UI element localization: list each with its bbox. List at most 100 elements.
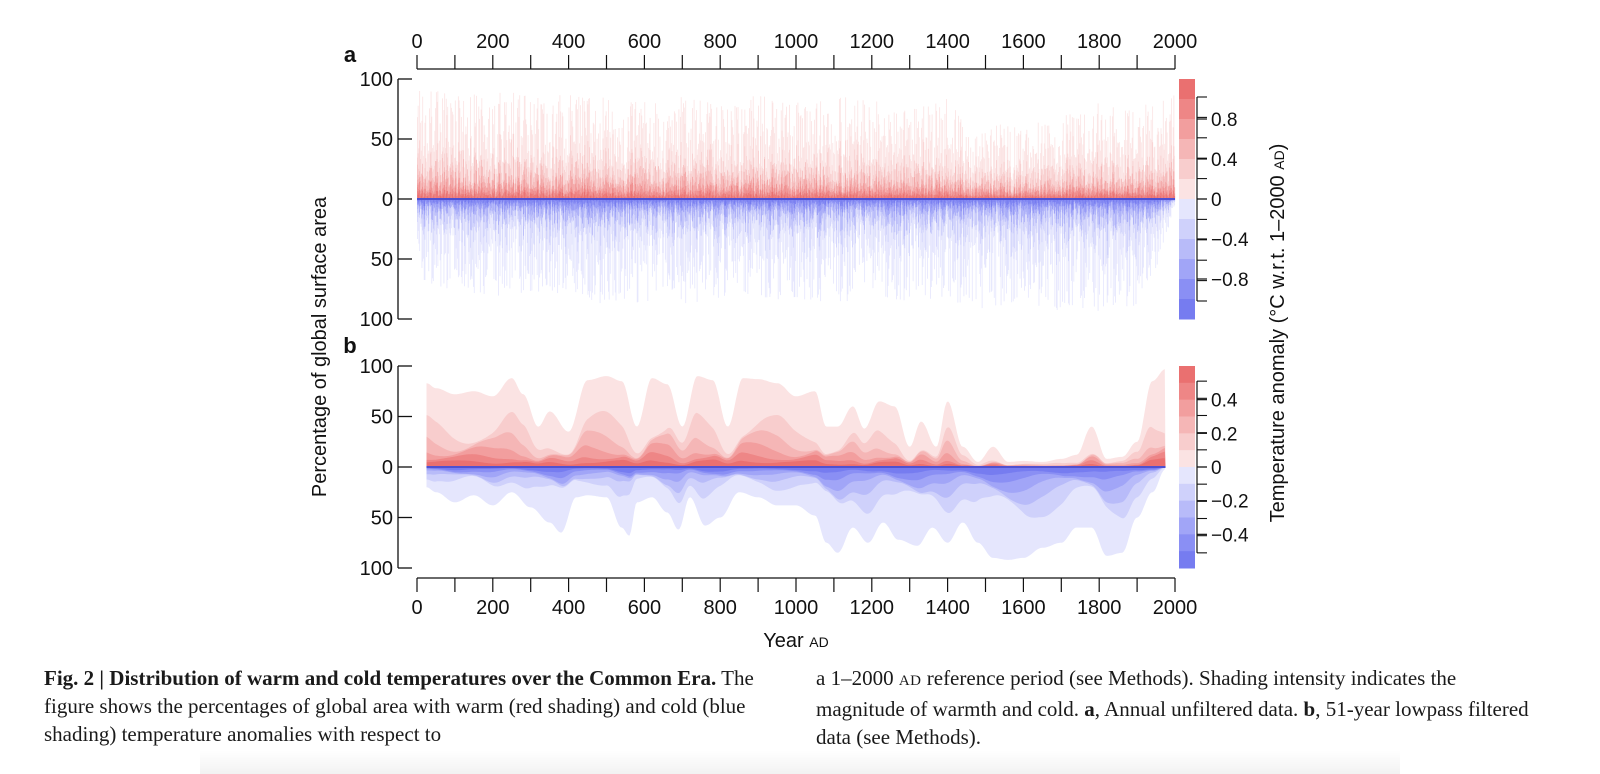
- cold-bar-a: [705, 199, 707, 280]
- warm-bar-a: [580, 162, 582, 199]
- warm-bar-a: [726, 196, 728, 199]
- warm-bar-a: [601, 177, 603, 199]
- warm-bar-a: [597, 187, 599, 199]
- warm-bar-a: [622, 168, 624, 199]
- warm-bar-a: [586, 193, 588, 199]
- cold-bar-a: [509, 199, 511, 206]
- cold-bar-a: [583, 199, 584, 218]
- cold-bar-a: [557, 199, 559, 207]
- cold-bar-a: [564, 199, 565, 222]
- cold-bar-a: [468, 199, 470, 221]
- warm-bar-a: [451, 194, 453, 199]
- cold-bar-a: [494, 199, 496, 232]
- warm-bar-a: [669, 194, 671, 199]
- warm-bar-a: [424, 122, 426, 199]
- warm-bar-a: [712, 183, 714, 199]
- warm-bar-a: [645, 193, 647, 199]
- warm-bar-a: [484, 134, 486, 199]
- cold-bar-a: [477, 199, 479, 269]
- cold-bar-a: [585, 199, 587, 218]
- cold-bar-a: [503, 199, 505, 219]
- cold-bar-a: [646, 199, 648, 211]
- cold-bar-a: [655, 199, 656, 203]
- warm-bar-a: [619, 190, 621, 199]
- cold-bar-a: [514, 199, 516, 202]
- x-top-tick-label: 0: [411, 31, 422, 53]
- warm-bar-a: [470, 194, 472, 199]
- warm-bar-a: [700, 195, 702, 199]
- cold-bar-a: [421, 199, 423, 268]
- warm-bar-a: [428, 180, 430, 199]
- cold-bar-a: [433, 199, 435, 203]
- warm-bar-a: [482, 192, 483, 199]
- warm-bar-a: [662, 188, 664, 199]
- warm-bar-a: [574, 194, 576, 199]
- cold-bar-a: [502, 199, 504, 210]
- cold-bar-a: [706, 199, 708, 204]
- warm-bar-a: [468, 196, 470, 199]
- warm-bar-a: [484, 193, 486, 199]
- cold-bar-a: [708, 199, 710, 207]
- warm-bar-a: [442, 173, 443, 199]
- cold-bar-a: [541, 199, 543, 209]
- cold-bar-a: [614, 199, 615, 224]
- cold-bar-a: [609, 199, 611, 254]
- warm-bar-a: [442, 98, 443, 199]
- warm-bar-a: [583, 100, 585, 199]
- cold-bar-a: [484, 199, 486, 237]
- cold-bar-a: [542, 199, 544, 202]
- cold-bar-a: [470, 199, 471, 217]
- cold-bar-a: [448, 199, 449, 217]
- cold-bar-a: [705, 199, 706, 290]
- warm-bar-a: [489, 107, 490, 199]
- warm-bar-a: [719, 158, 721, 199]
- cold-bar-a: [623, 199, 624, 227]
- cold-bar-a: [662, 199, 664, 214]
- warm-bar-a: [472, 190, 474, 199]
- warm-bar-a: [689, 140, 691, 199]
- cold-bar-a: [477, 199, 479, 223]
- warm-bar-a: [482, 175, 484, 199]
- cold-bar-a: [620, 199, 621, 204]
- cold-bar-a: [705, 199, 707, 203]
- warm-bar-a: [597, 160, 599, 199]
- cold-bar-a: [556, 199, 558, 213]
- x-bottom-tick-label: 600: [628, 597, 661, 619]
- warm-bar-a: [435, 108, 436, 199]
- cold-bar-a: [587, 199, 589, 207]
- warm-bar-a: [543, 185, 545, 199]
- warm-bar-a: [461, 195, 463, 199]
- warm-bar-a: [508, 193, 510, 199]
- cold-bar-a: [613, 199, 615, 202]
- warm-bar-a: [658, 166, 659, 199]
- warm-bar-a: [629, 185, 631, 199]
- cold-bar-a: [523, 199, 524, 207]
- cold-bar-a: [488, 199, 490, 202]
- warm-bar-a: [611, 111, 613, 199]
- warm-bar-a: [602, 191, 604, 199]
- cold-bar-a: [691, 199, 693, 221]
- warm-bar-a: [561, 188, 562, 199]
- warm-bar-a: [655, 166, 656, 199]
- cold-bar-a: [472, 199, 474, 228]
- cold-bar-a: [586, 199, 587, 202]
- cold-bar-a: [606, 199, 608, 243]
- warm-bar-a: [705, 193, 707, 199]
- cold-bar-a: [530, 199, 532, 204]
- warm-bar-a: [591, 152, 593, 199]
- cold-bar-a: [717, 199, 718, 208]
- warm-bar-a: [542, 109, 543, 199]
- cold-bar-a: [489, 199, 490, 214]
- warm-bar-a: [680, 141, 682, 199]
- warm-bar-a: [633, 196, 634, 199]
- cold-bar-a: [702, 199, 703, 205]
- cold-bar-a: [538, 199, 540, 292]
- warm-bar-a: [474, 193, 476, 199]
- warm-bar-a: [650, 160, 652, 199]
- cold-bar-a: [446, 199, 448, 289]
- warm-bar-a: [488, 190, 490, 199]
- cold-bar-a: [643, 199, 645, 246]
- warm-bar-a: [462, 194, 464, 199]
- cold-bar-a: [590, 199, 592, 209]
- warm-bar-a: [454, 191, 456, 199]
